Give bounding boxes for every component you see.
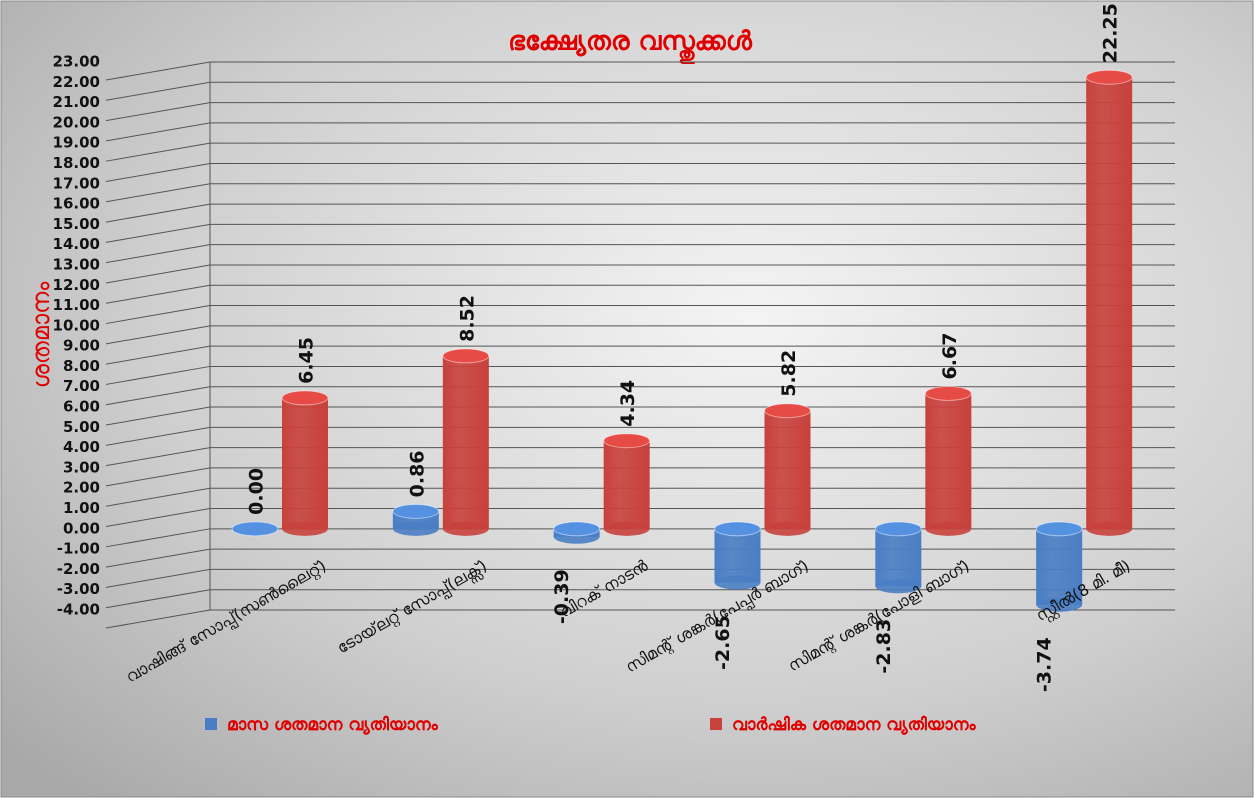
bar [442, 355, 489, 529]
y-tick-label: 13.00 [53, 255, 100, 273]
legend-swatch [710, 718, 722, 730]
bar [764, 410, 811, 529]
y-tick-label: 5.00 [63, 418, 100, 436]
value-label: 5.82 [778, 350, 800, 397]
value-label: 4.34 [617, 380, 639, 427]
cylinder-top [1085, 69, 1133, 85]
y-tick-label: 15.00 [53, 215, 100, 233]
bar [1086, 77, 1133, 529]
value-label: 0.86 [406, 450, 428, 497]
cylinder-top [392, 503, 440, 519]
y-tick-label: 9.00 [63, 337, 100, 355]
value-label: -2.65 [712, 615, 734, 670]
y-tick-label: -1.00 [57, 540, 100, 558]
legend-label: വാർഷിക ശതമാന വ്യതിയാനം [732, 715, 977, 735]
y-tick-label: 17.00 [53, 174, 100, 192]
cylinder-top [442, 348, 490, 364]
y-tick-label: 0.00 [63, 519, 100, 537]
legend-label: മാസ ശതമാന വ്യതിയാനം [227, 715, 439, 735]
cylinder-top [231, 521, 279, 537]
y-tick-label: 12.00 [53, 276, 100, 294]
value-label: -0.39 [551, 569, 573, 624]
bar [282, 397, 328, 529]
bar [875, 528, 922, 587]
y-tick-label: 2.00 [63, 479, 100, 497]
cylinder-top [553, 521, 601, 537]
y-tick-label: 1.00 [63, 499, 100, 517]
value-label: 22.25 [1100, 3, 1122, 63]
y-axis-label: ശതമാനം [27, 281, 55, 389]
value-label: 0.00 [246, 468, 268, 515]
value-label: -3.74 [1034, 637, 1056, 692]
y-tick-label: -2.00 [57, 560, 100, 578]
y-tick-label: 14.00 [53, 235, 100, 253]
y-tick-label: 20.00 [53, 113, 100, 131]
y-tick-label: 11.00 [53, 296, 100, 314]
y-tick-label: 3.00 [63, 458, 100, 476]
bar [1036, 528, 1083, 605]
bar [603, 440, 650, 529]
legend-swatch [205, 718, 217, 730]
y-tick-label: 8.00 [63, 357, 100, 375]
cylinder-top [281, 390, 329, 406]
cylinder-top [764, 403, 811, 419]
y-tick-label: 22.00 [53, 73, 100, 91]
value-label: 6.67 [939, 333, 961, 380]
y-tick-label: 23.00 [53, 53, 100, 71]
cylinder-top [1035, 521, 1083, 537]
y-tick-label: -3.00 [57, 580, 100, 598]
cylinder-top [874, 521, 922, 537]
value-label: 6.45 [296, 337, 318, 384]
y-tick-label: 7.00 [63, 377, 100, 395]
y-tick-label: 18.00 [53, 154, 100, 172]
bar [714, 528, 761, 583]
cylinder-top [924, 385, 972, 401]
cylinder-top [714, 521, 761, 537]
cylinder-top [603, 433, 651, 449]
y-tick-label: 16.00 [53, 195, 100, 213]
bar [925, 393, 972, 529]
y-tick-label: 21.00 [53, 93, 100, 111]
y-tick-label: -4.00 [57, 601, 100, 619]
y-tick-label: 6.00 [63, 398, 100, 416]
y-tick-label: 4.00 [63, 438, 100, 456]
y-tick-label: 19.00 [53, 134, 100, 152]
value-label: -2.83 [873, 619, 895, 674]
value-label: 8.52 [456, 295, 478, 342]
y-tick-label: 10.00 [53, 316, 100, 334]
